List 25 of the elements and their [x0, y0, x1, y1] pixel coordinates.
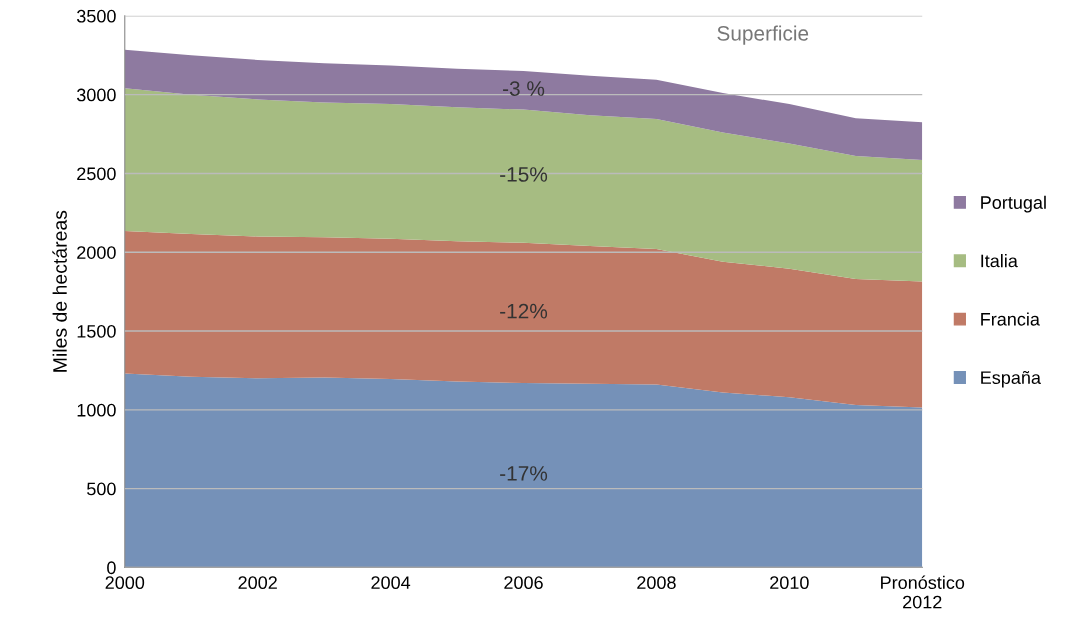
y-tick-label: 2000: [77, 246, 116, 259]
x-tick-label: 2004: [371, 576, 411, 590]
x-tick-label: 2010: [770, 576, 809, 590]
legend-label: Portugal: [981, 195, 1046, 213]
y-tick-label: 2500: [77, 167, 116, 181]
y-axis-title: Miles de hectáreas: [52, 210, 67, 372]
annotation: -15%: [500, 167, 548, 182]
legend-label: Francia: [981, 312, 1040, 326]
x-tick-label: Pronóstico 2012: [881, 575, 965, 609]
y-tick-label: 1000: [77, 403, 116, 417]
x-tick-label: 2002: [238, 576, 277, 590]
annotation: -3 %: [503, 81, 545, 96]
annotation: -17%: [500, 466, 548, 481]
y-tick-label: 3000: [76, 88, 116, 102]
y-tick-label: 500: [87, 482, 116, 496]
annotation: Superficie: [717, 25, 809, 45]
x-tick-label: 2006: [504, 576, 543, 590]
legend-label: Italia: [981, 254, 1018, 268]
y-tick-label: 3500: [76, 9, 116, 23]
y-tick-label: 1500: [77, 324, 116, 338]
x-tick-label: 2008: [637, 576, 676, 590]
x-tick-label: 2000: [105, 576, 145, 590]
y-tick-label: 0: [107, 561, 116, 575]
legend-label: España: [981, 370, 1041, 388]
annotation: -12%: [500, 303, 548, 319]
